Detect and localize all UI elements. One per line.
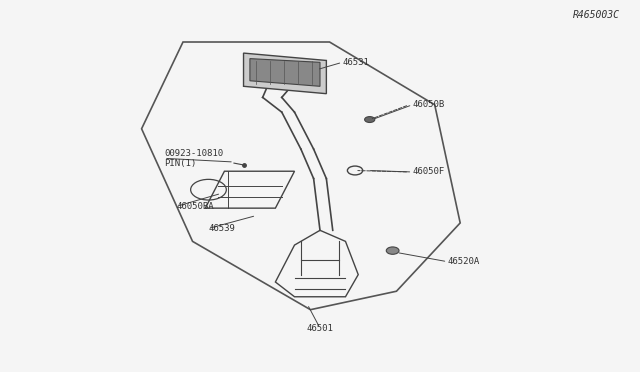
Circle shape (365, 116, 375, 122)
Text: 00923-10810
PIN(1): 00923-10810 PIN(1) (164, 148, 223, 168)
Text: 46501: 46501 (307, 324, 333, 333)
Text: 46050F: 46050F (412, 167, 445, 176)
Circle shape (387, 247, 399, 254)
Text: 46050BA: 46050BA (177, 202, 214, 211)
Polygon shape (244, 53, 326, 94)
Text: 46531: 46531 (342, 58, 369, 67)
Text: R465003C: R465003C (573, 10, 620, 20)
Text: 46520A: 46520A (447, 257, 480, 266)
Text: 46050B: 46050B (412, 100, 445, 109)
Text: 46539: 46539 (209, 224, 236, 233)
Polygon shape (250, 59, 320, 86)
